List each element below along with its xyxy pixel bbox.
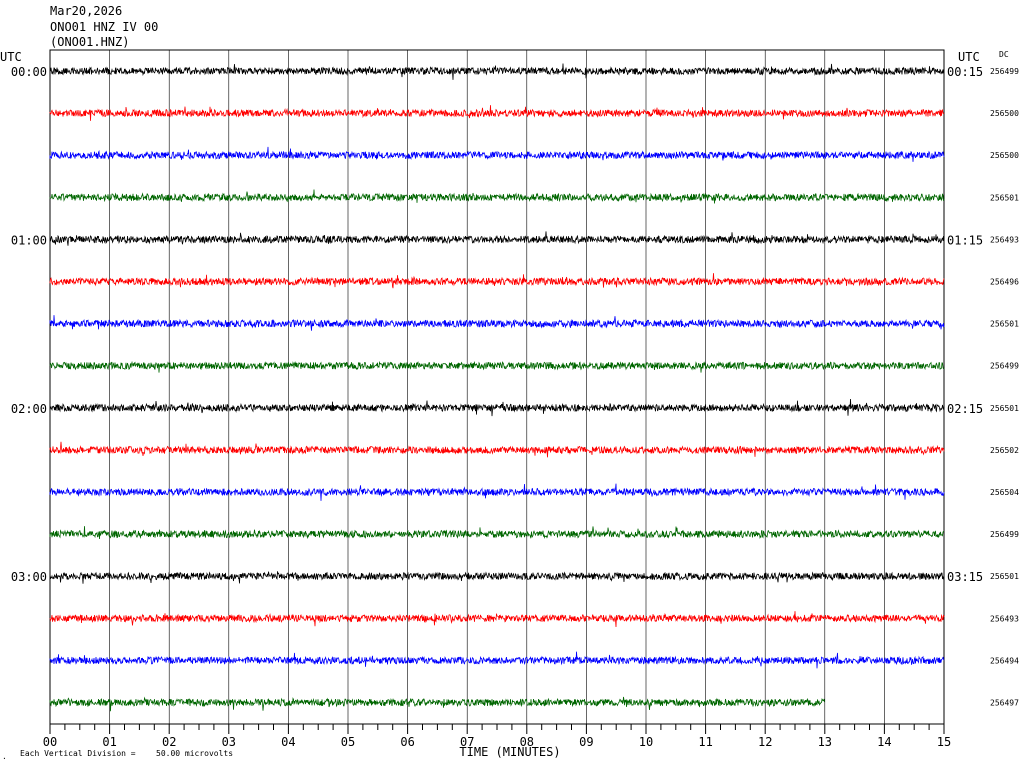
footer-vertical-division-label: Each Vertical Division = <box>20 749 136 758</box>
dc-value: 256501 <box>990 572 1019 581</box>
hour-label-right: 01:15 <box>947 233 983 247</box>
seismic-trace <box>49 63 945 80</box>
x-tick-label: 12 <box>758 735 772 749</box>
seismic-trace <box>49 146 945 162</box>
x-tick-label: 08 <box>520 735 534 749</box>
footer-vertical-division-value: 50.00 microvolts <box>156 749 234 758</box>
seismic-trace <box>49 571 945 584</box>
left-utc-label: UTC <box>0 50 22 64</box>
plot-frame <box>49 49 945 725</box>
header-station-code: (ONO01.HNZ) <box>50 35 130 49</box>
x-tick-label: 05 <box>341 735 355 749</box>
dc-value: 256494 <box>990 656 1019 665</box>
dc-value: 256499 <box>990 67 1019 76</box>
x-tick-label: 15 <box>937 735 951 749</box>
x-tick-label: 10 <box>639 735 653 749</box>
hour-label-right: 03:15 <box>947 570 983 584</box>
x-tick-label: 03 <box>222 735 236 749</box>
seismic-trace <box>49 611 945 628</box>
x-tick-label: 01 <box>102 735 116 749</box>
header-station-line: ONO01 HNZ IV 00 <box>50 20 159 34</box>
dc-value: 256497 <box>990 699 1019 708</box>
seismic-trace <box>49 273 945 289</box>
seismic-trace <box>49 398 945 417</box>
header-date: Mar20,2026 <box>50 4 123 18</box>
hour-label-left: 01:00 <box>11 233 47 247</box>
x-tick-label: 09 <box>579 735 593 749</box>
dc-value: 256504 <box>990 488 1019 497</box>
x-tick-label: 14 <box>877 735 891 749</box>
dc-value: 256493 <box>990 235 1019 244</box>
dc-label: DC <box>999 50 1009 59</box>
seismic-trace <box>49 105 945 121</box>
x-axis-title: TIME (MINUTES) <box>459 745 560 759</box>
seismic-trace <box>49 360 945 373</box>
seismic-trace <box>49 696 825 712</box>
seismic-trace <box>49 315 945 331</box>
hour-label-right: 02:15 <box>947 402 983 416</box>
dc-value: 256501 <box>990 404 1019 413</box>
seismic-trace <box>49 651 945 669</box>
hour-label-left: 02:00 <box>11 402 47 416</box>
dc-value: 256501 <box>990 320 1019 329</box>
seismic-trace <box>49 231 945 246</box>
right-utc-label: UTC <box>958 50 980 64</box>
dc-value: 256502 <box>990 446 1019 455</box>
x-tick-label: 13 <box>818 735 832 749</box>
hour-label-left: 03:00 <box>11 570 47 584</box>
x-tick-label: 00 <box>43 735 57 749</box>
x-tick-label: 04 <box>281 735 295 749</box>
hour-label-right: 00:15 <box>947 65 983 79</box>
footer-tiny-mark: . <box>2 752 7 761</box>
dc-value: 256499 <box>990 530 1019 539</box>
dc-value: 256493 <box>990 614 1019 623</box>
seismic-trace <box>49 189 945 204</box>
seismic-trace <box>49 526 945 540</box>
dc-value: 256500 <box>990 109 1019 118</box>
x-tick-label: 11 <box>698 735 712 749</box>
x-tick-label: 06 <box>400 735 414 749</box>
dc-value: 256499 <box>990 362 1019 371</box>
dc-value: 256496 <box>990 278 1019 287</box>
seismic-trace <box>49 441 945 458</box>
x-tick-label: 07 <box>460 735 474 749</box>
hour-label-left: 00:00 <box>11 65 47 79</box>
dc-value: 256501 <box>990 193 1019 202</box>
dc-value: 256500 <box>990 151 1019 160</box>
x-tick-label: 02 <box>162 735 176 749</box>
seismic-trace <box>49 483 945 501</box>
